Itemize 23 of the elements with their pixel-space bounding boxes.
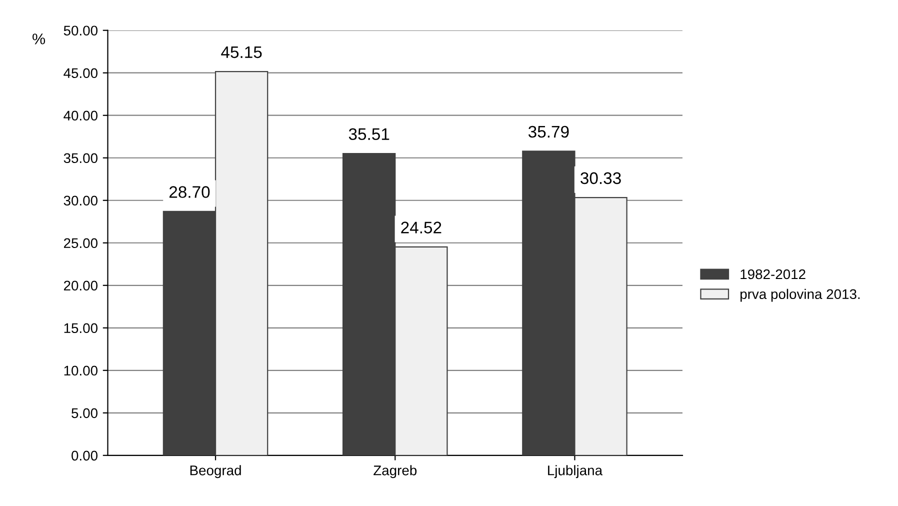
x-tick-label: Ljubljana: [548, 465, 603, 478]
y-tick-label: 5.00: [72, 408, 98, 418]
y-tick-label: 10.00: [64, 366, 98, 376]
y-tick-label: 30.00: [64, 196, 98, 206]
y-tick-label: 20.00: [64, 280, 98, 291]
y-tick-label: 45.00: [64, 68, 98, 78]
x-tick-label: Beograd: [190, 465, 241, 478]
legend-label: prva polovina 2013.: [740, 288, 860, 302]
y-axis-title: %: [32, 34, 46, 44]
y-tick-label: 35.00: [64, 153, 98, 164]
legend-label: 1982-2012: [740, 269, 806, 280]
y-tick-label: 40.00: [64, 110, 98, 121]
data-label: 45.15: [221, 46, 262, 58]
y-tick-label: 0.00: [72, 450, 98, 461]
y-tick-label: 25.00: [64, 238, 98, 248]
x-tick-label: Zagreb: [374, 465, 417, 478]
data-label: 35.79: [528, 126, 569, 138]
data-label: 28.70: [169, 186, 210, 198]
y-tick-label: 15.00: [64, 323, 98, 334]
data-label: 30.33: [580, 172, 621, 184]
data-label: 24.52: [401, 222, 442, 234]
data-label: 35.51: [348, 128, 390, 140]
y-tick-label: 50.00: [64, 26, 98, 36]
